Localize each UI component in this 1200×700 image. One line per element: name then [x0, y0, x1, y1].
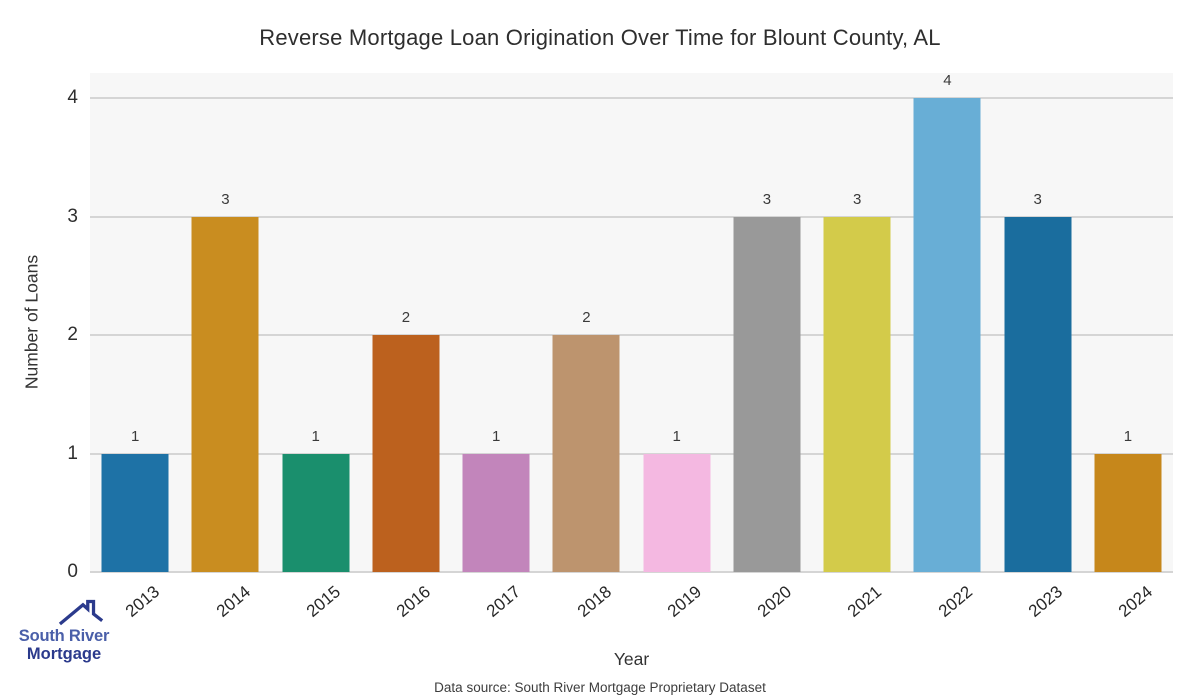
logo-line1: South River: [18, 627, 110, 645]
x-tick-2021: 2021: [844, 582, 886, 621]
bar-slot-2014: 3: [180, 73, 270, 572]
bar-value-2021: 3: [852, 190, 862, 208]
bar-slot-2022: 4: [902, 72, 992, 572]
x-tick-slot-2019: 2019: [632, 572, 722, 636]
bar-value-2020: 3: [762, 190, 772, 208]
x-tick-2020: 2020: [753, 582, 796, 621]
y-tick-1: 1: [67, 442, 78, 464]
bar-slot-2018: 2: [541, 73, 631, 572]
x-tick-2023: 2023: [1024, 582, 1066, 621]
gridlines: [90, 73, 1173, 573]
bar-slot-2015: 1: [271, 73, 361, 572]
x-tick-2022: 2022: [934, 582, 976, 621]
bar-2016: [372, 335, 440, 572]
x-tick-slot-2016: 2016: [361, 572, 451, 636]
x-tick-slot-2018: 2018: [541, 572, 631, 636]
bar-slot-2019: 1: [632, 73, 722, 572]
plot-area: 1 3 1 2 1 2 1 3 3 4 3 1: [90, 72, 1173, 573]
chart-title: Reverse Mortgage Loan Origination Over T…: [259, 25, 941, 50]
x-tick-slot-2020: 2020: [722, 572, 812, 636]
bar-2022: [913, 98, 981, 572]
x-tick-slot-2021: 2021: [812, 572, 902, 636]
x-axis: 2013 2014 2015 2016 2017 2018 2019 2020 2021 2022…: [90, 572, 1173, 636]
bar-value-2024: 1: [1123, 427, 1133, 445]
bar-value-2019: 1: [672, 427, 681, 445]
bar-slot-2016: 2: [361, 73, 451, 572]
bar-value-2022: 4: [943, 72, 952, 89]
bar-2023: [1004, 216, 1072, 572]
x-tick-2013: 2013: [122, 582, 164, 621]
y-tick-0: 0: [67, 561, 78, 582]
bar-value-2015: 1: [311, 427, 320, 445]
x-tick-slot-2017: 2017: [451, 572, 541, 636]
y-axis: 0 1 2 3 4: [0, 73, 82, 582]
bar-value-2018: 2: [582, 309, 591, 326]
roof-path: [58, 599, 104, 626]
x-tick-2018: 2018: [573, 582, 615, 621]
bar-2013: [101, 453, 169, 572]
y-tick-4: 4: [67, 87, 78, 108]
gridline-1: [90, 452, 1173, 455]
x-tick-2024: 2024: [1114, 582, 1157, 621]
bar-value-2023: 3: [1033, 190, 1042, 208]
x-tick-2014: 2014: [212, 582, 254, 621]
x-tick-2019: 2019: [663, 582, 705, 621]
bar-slot-2020: 3: [722, 73, 812, 572]
bar-2021: [823, 216, 891, 572]
logo-house-roof-icon: [58, 599, 104, 626]
x-tick-slot-2015: 2015: [271, 572, 361, 636]
x-tick-slot-2022: 2022: [902, 572, 992, 636]
bar-slot-2023: 3: [993, 73, 1083, 572]
gridline-2: [90, 334, 1173, 336]
x-tick-2017: 2017: [483, 582, 525, 621]
bar-2015: [282, 453, 350, 572]
bar-2019: [643, 453, 711, 572]
bar-slot-2021: 3: [812, 73, 902, 572]
bar-value-2014: 3: [221, 190, 230, 208]
y-tick-3: 3: [67, 205, 78, 227]
x-tick-2015: 2015: [302, 582, 344, 621]
logo-line2: Mortgage: [26, 645, 102, 663]
gridline-4: [90, 97, 1173, 99]
x-tick-slot-2023: 2023: [993, 572, 1083, 636]
bar-2020: [733, 216, 801, 572]
x-tick-2016: 2016: [392, 582, 435, 621]
bar-2017: [462, 453, 530, 572]
data-source-note: Data source: South River Mortgage Propri…: [434, 680, 766, 695]
bars: 1 3 1 2 1 2 1 3 3 4 3 1: [90, 72, 1173, 572]
bar-slot-2017: 1: [451, 73, 541, 572]
bar-2024: [1094, 453, 1162, 572]
bar-2018: [552, 335, 620, 572]
bar-value-2017: 1: [491, 427, 501, 445]
logo: South River Mortgage: [14, 599, 114, 664]
y-tick-2: 2: [67, 324, 78, 345]
bar-value-2016: 2: [401, 309, 411, 326]
bar-value-2013: 1: [130, 427, 140, 445]
bar-2014: [191, 216, 259, 572]
x-axis-title: Year: [613, 649, 650, 669]
x-tick-slot-2024: 2024: [1083, 572, 1173, 636]
gridline-0: [90, 571, 1173, 573]
bar-slot-2013: 1: [90, 73, 180, 572]
bar-slot-2024: 1: [1083, 73, 1173, 572]
gridline-3: [90, 215, 1173, 218]
x-tick-slot-2014: 2014: [180, 572, 270, 636]
